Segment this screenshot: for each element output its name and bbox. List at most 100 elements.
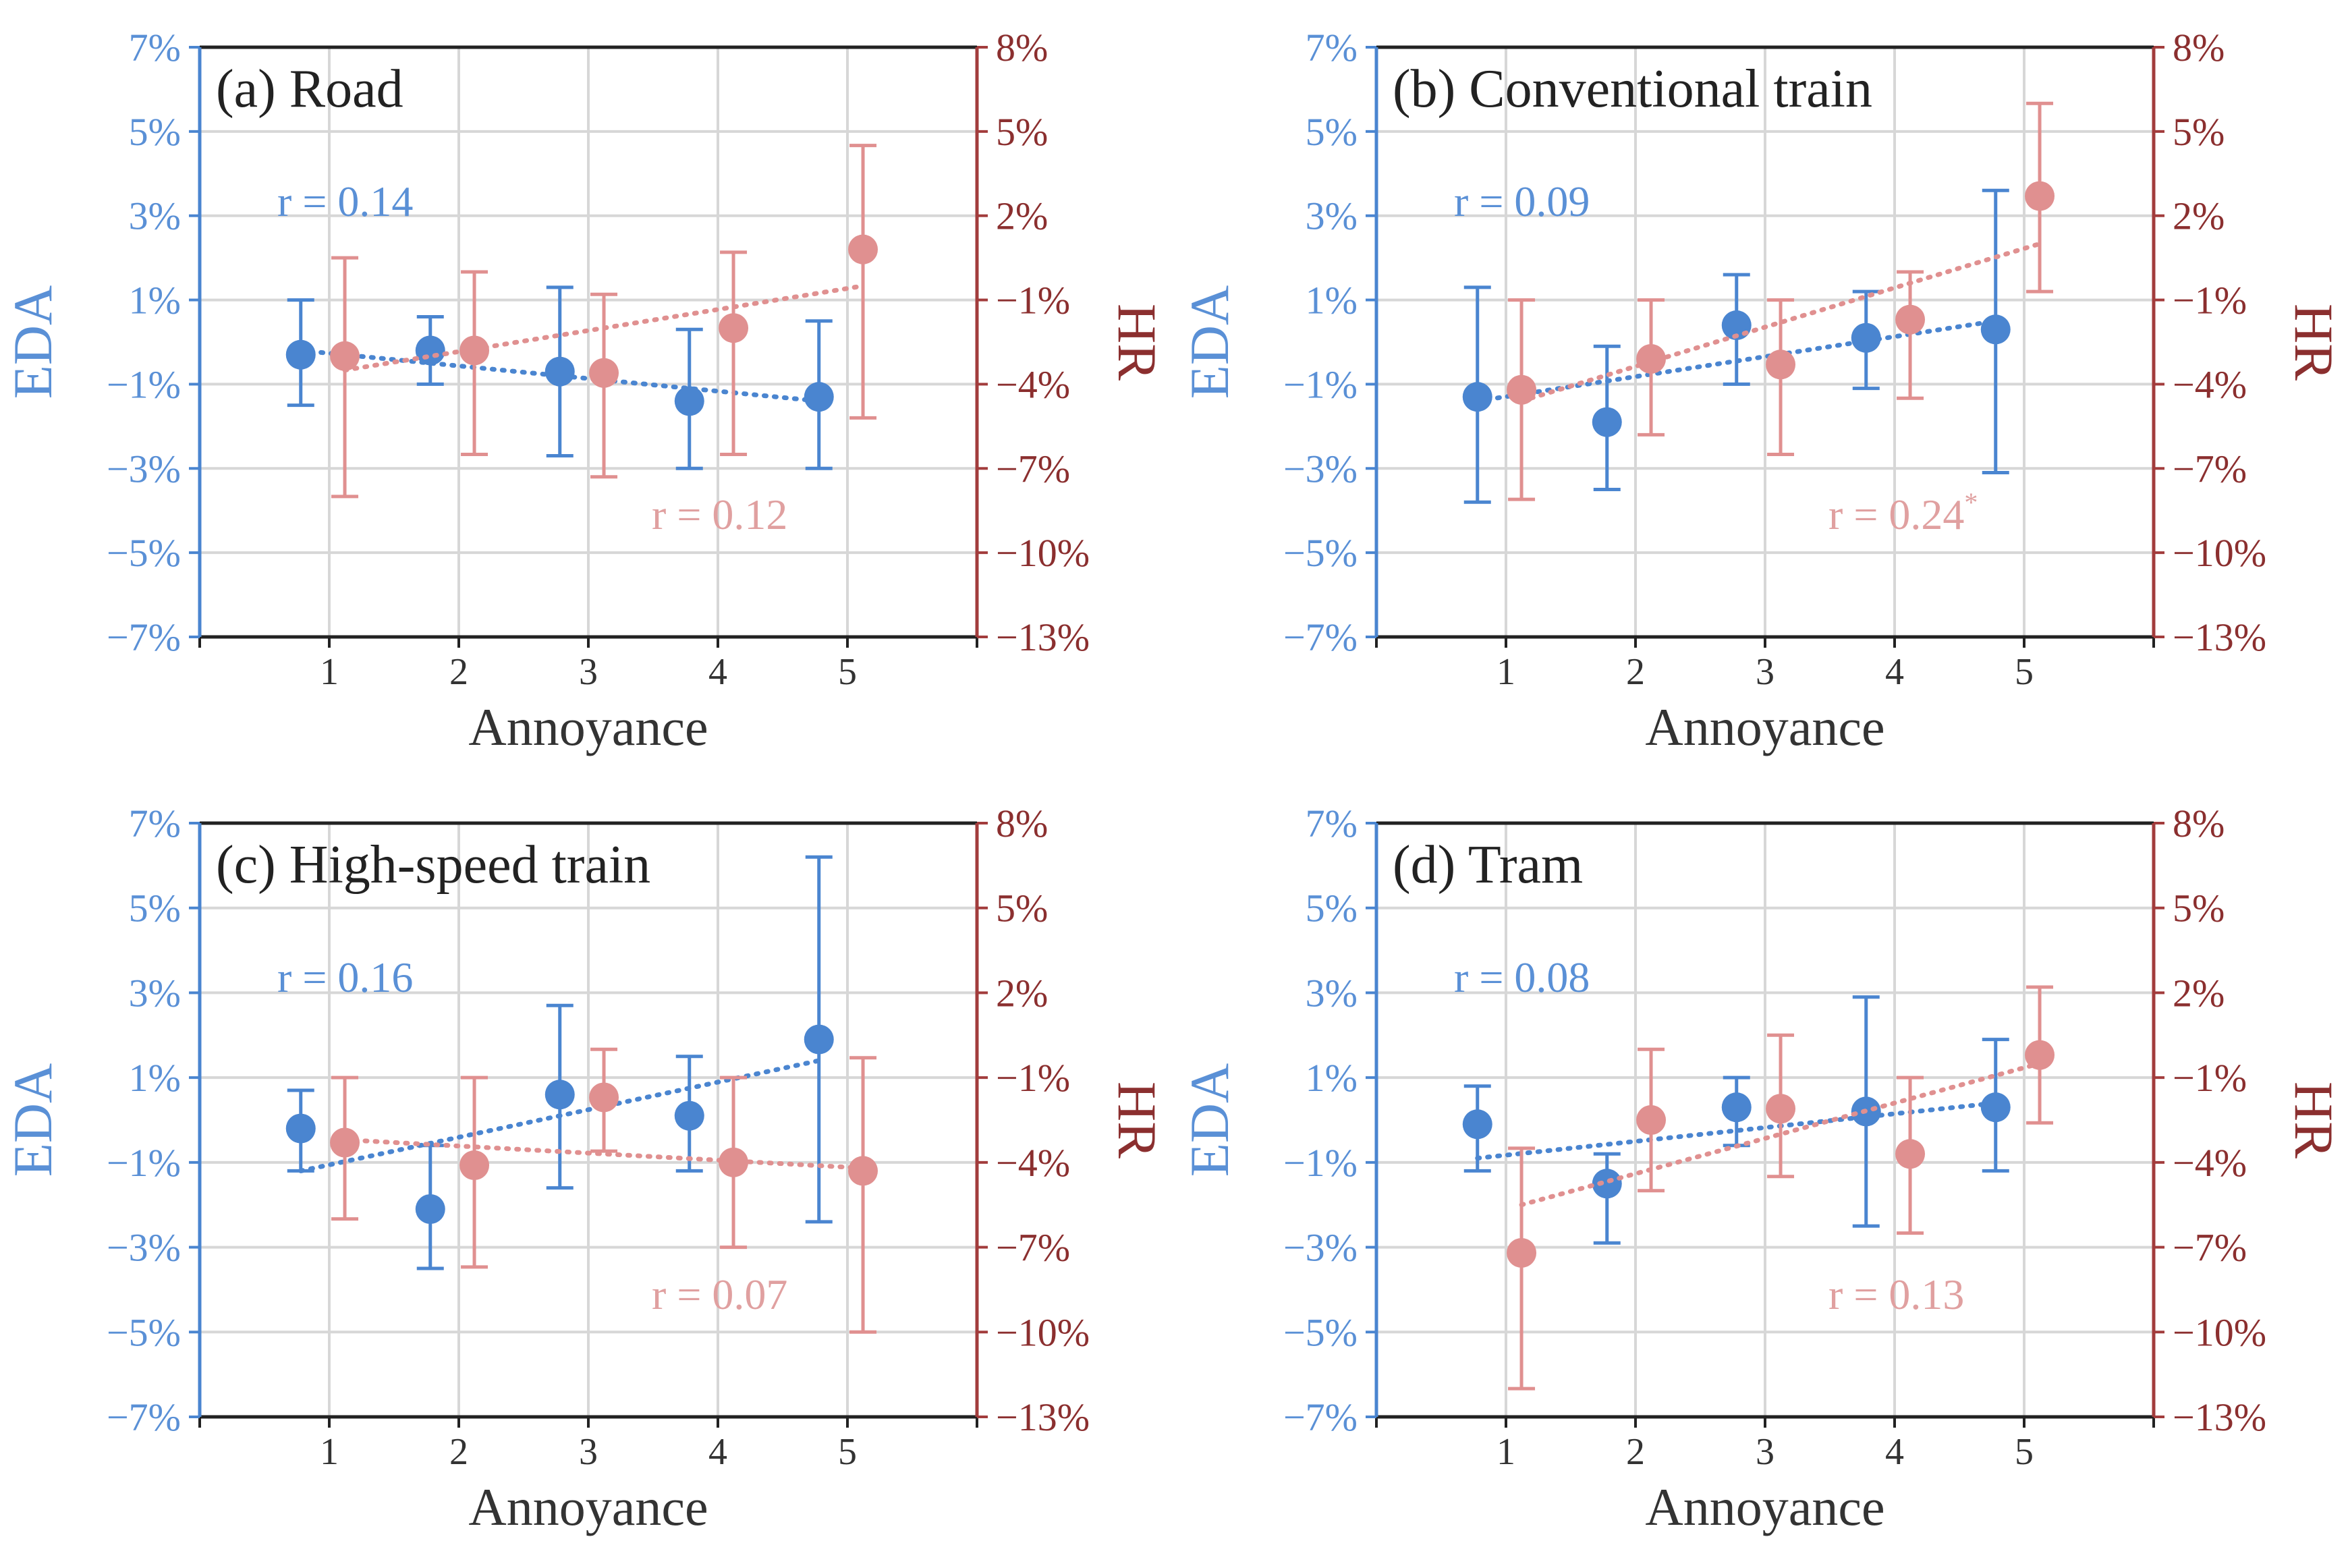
correlation-label: r = 0.13	[1828, 1270, 1964, 1318]
y-tick-label-right: −4%	[996, 362, 1070, 406]
y-tick-label-right: 2%	[2173, 194, 2225, 238]
y-tick-label-right: −13%	[2173, 615, 2266, 659]
x-tick-label: 4	[708, 1431, 727, 1473]
data-point	[719, 1147, 749, 1177]
chart-panel-0: 1 2 3 4 5 Annoyance 7% 5% 3% 1% −1% −3% −5% −7% 8% 5% 2%…	[2, 26, 1168, 756]
chart-title: (d) Tram	[1393, 835, 1583, 895]
data-point	[848, 1156, 878, 1186]
y-axis-label-right: HR	[2283, 304, 2345, 381]
data-point	[285, 1113, 316, 1144]
data-point	[1507, 374, 1537, 405]
x-tick-label: 2	[449, 1431, 468, 1473]
x-tick-label: 2	[1626, 1431, 1645, 1473]
y-tick-label-right: −1%	[996, 279, 1070, 323]
y-tick-label-right: 8%	[2173, 26, 2225, 69]
y-tick-label-left: 1%	[1306, 279, 1358, 323]
data-point	[1462, 1109, 1492, 1140]
y-tick-label-right: 5%	[996, 110, 1048, 154]
y-tick-label-right: −13%	[996, 615, 1090, 659]
y-tick-label-right: −4%	[2173, 362, 2247, 406]
y-tick-label-right: −7%	[996, 447, 1070, 491]
series-hr: r = 0.12	[330, 144, 878, 538]
data-point	[330, 341, 360, 371]
y-tick-label-left: 5%	[129, 887, 181, 930]
y-tick-label-left: −1%	[1283, 1141, 1358, 1185]
x-tick-label: 3	[1756, 651, 1774, 693]
y-tick-label-left: 1%	[1306, 1056, 1358, 1100]
y-axis-label-right: HR	[1107, 1082, 1168, 1158]
y-tick-label-left: −7%	[1283, 615, 1358, 659]
y-tick-label-left: −7%	[107, 1395, 181, 1439]
y-tick-label-right: −7%	[996, 1226, 1070, 1270]
x-tick-label: 4	[708, 651, 727, 693]
data-point	[1592, 407, 1622, 437]
x-tick-label: 3	[579, 651, 598, 693]
chart-panel-2: 1 2 3 4 5 Annoyance 7% 5% 3% 1% −1% −3% −5% −7% 8% 5% 2%…	[2, 802, 1168, 1536]
x-tick-label: 5	[2015, 651, 2034, 693]
y-tick-label-left: −5%	[1283, 1310, 1358, 1354]
data-point	[674, 1100, 704, 1131]
y-tick-label-left: −7%	[107, 615, 181, 659]
y-tick-label-right: 2%	[996, 194, 1048, 238]
data-point	[330, 1127, 360, 1158]
chart-panel-3: 1 2 3 4 5 Annoyance 7% 5% 3% 1% −1% −3% −5% −7% 8% 5% 2%…	[1179, 802, 2345, 1536]
x-tick-label: 1	[1497, 651, 1515, 693]
y-tick-label-right: −13%	[2173, 1395, 2266, 1439]
data-point	[1462, 382, 1492, 412]
y-tick-label-right: −1%	[2173, 1056, 2247, 1100]
x-axis-label: Annoyance	[468, 1478, 708, 1536]
data-point	[848, 234, 878, 264]
y-tick-label-right: −13%	[996, 1395, 1090, 1439]
data-point	[1895, 304, 1926, 335]
y-tick-label-left: 3%	[129, 971, 181, 1015]
correlation-label: r = 0.16	[277, 953, 413, 1001]
y-tick-label-left: −1%	[1283, 362, 1358, 406]
data-point	[544, 356, 575, 387]
chart-title: (a) Road	[216, 59, 403, 119]
x-tick-label: 4	[1885, 1431, 1904, 1473]
y-tick-label-left: 5%	[1306, 887, 1358, 930]
x-tick-label: 3	[1756, 1431, 1774, 1473]
y-tick-label-left: −3%	[1283, 1226, 1358, 1270]
y-tick-label-right: −4%	[996, 1141, 1070, 1185]
y-tick-label-right: −4%	[2173, 1141, 2247, 1185]
y-tick-label-left: 3%	[1306, 971, 1358, 1015]
y-axis-label-left: EDA	[1179, 285, 1240, 399]
data-point	[1636, 343, 1667, 374]
y-tick-label-left: −5%	[1283, 531, 1358, 575]
y-tick-label-left: −1%	[107, 1141, 181, 1185]
chart-title: (c) High-speed train	[216, 835, 650, 895]
y-axis-label-right: HR	[2283, 1082, 2345, 1158]
y-tick-label-left: 7%	[1306, 802, 1358, 845]
y-tick-label-right: −1%	[2173, 279, 2247, 323]
x-tick-label: 1	[320, 651, 339, 693]
y-tick-label-right: −10%	[996, 531, 1090, 575]
chart-title: (b) Conventional train	[1393, 59, 1872, 119]
data-point	[1895, 1139, 1926, 1169]
x-tick-label: 4	[1885, 651, 1904, 693]
y-tick-label-left: 7%	[1306, 26, 1358, 69]
y-tick-label-right: 8%	[2173, 802, 2225, 845]
y-tick-label-right: −10%	[2173, 1310, 2266, 1354]
y-tick-label-left: −3%	[107, 447, 181, 491]
data-point	[1980, 314, 2011, 345]
y-tick-label-right: 2%	[996, 971, 1048, 1015]
data-point	[459, 335, 490, 366]
y-tick-label-left: 5%	[129, 110, 181, 154]
y-tick-label-right: 8%	[996, 802, 1048, 845]
correlation-label: r = 0.08	[1454, 953, 1590, 1001]
correlation-label: r = 0.09	[1454, 177, 1590, 225]
data-point	[1507, 1237, 1537, 1268]
data-point	[589, 358, 619, 388]
series-hr: r = 0.07	[330, 1047, 878, 1334]
series-eda: r = 0.14	[277, 177, 834, 470]
y-tick-label-left: 3%	[1306, 194, 1358, 238]
series-hr: r = 0.13	[1507, 985, 2055, 1391]
x-tick-label: 2	[449, 651, 468, 693]
series-eda: r = 0.16	[277, 855, 834, 1270]
data-point	[674, 386, 704, 416]
y-tick-label-right: −7%	[2173, 1226, 2247, 1270]
x-tick-label: 1	[1497, 1431, 1515, 1473]
data-point	[415, 1194, 445, 1224]
